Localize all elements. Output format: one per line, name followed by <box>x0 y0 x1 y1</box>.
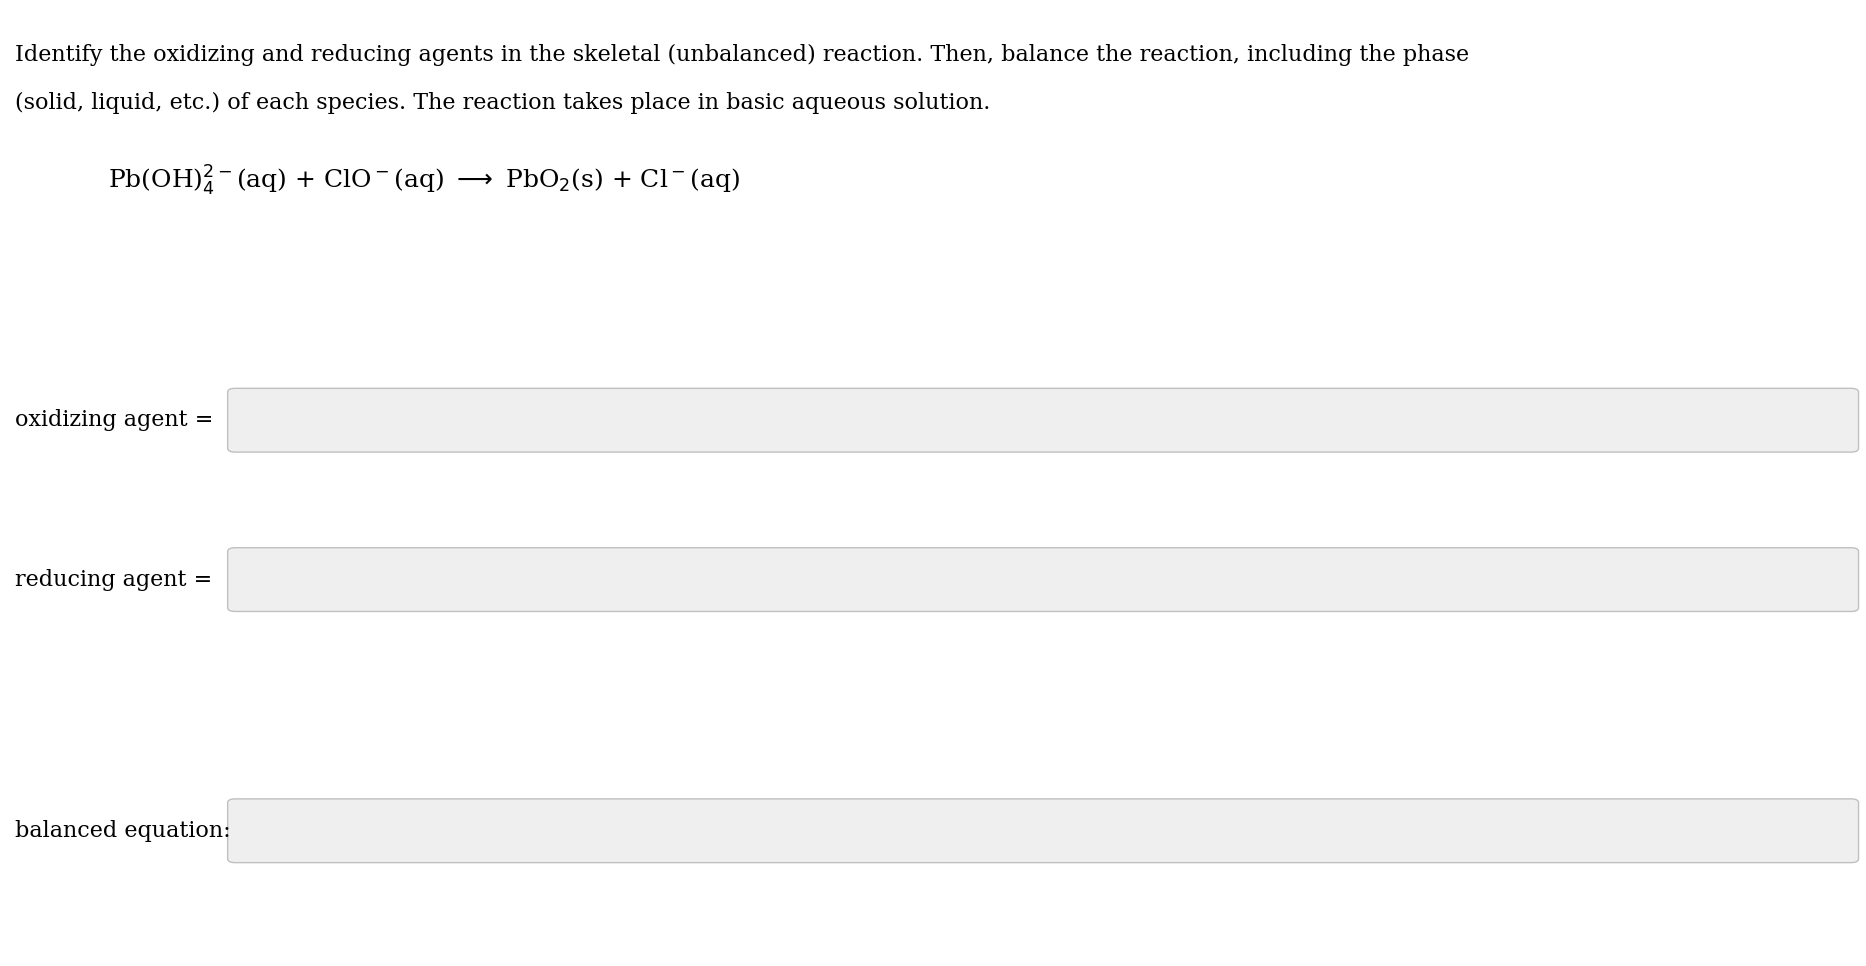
FancyBboxPatch shape <box>228 548 1859 611</box>
FancyBboxPatch shape <box>228 388 1859 452</box>
Text: reducing agent =: reducing agent = <box>15 569 213 590</box>
Text: Pb(OH)$_4^{2-}$(aq) + ClO$^-$(aq) $\longrightarrow$ PbO$_2$(s) + Cl$^-$(aq): Pb(OH)$_4^{2-}$(aq) + ClO$^-$(aq) $\long… <box>108 164 741 198</box>
Text: oxidizing agent =: oxidizing agent = <box>15 410 213 431</box>
Text: (solid, liquid, etc.) of each species. The reaction takes place in basic aqueous: (solid, liquid, etc.) of each species. T… <box>15 92 991 114</box>
FancyBboxPatch shape <box>228 799 1859 863</box>
Text: balanced equation:: balanced equation: <box>15 820 231 841</box>
Text: Identify the oxidizing and reducing agents in the skeletal (unbalanced) reaction: Identify the oxidizing and reducing agen… <box>15 43 1469 66</box>
